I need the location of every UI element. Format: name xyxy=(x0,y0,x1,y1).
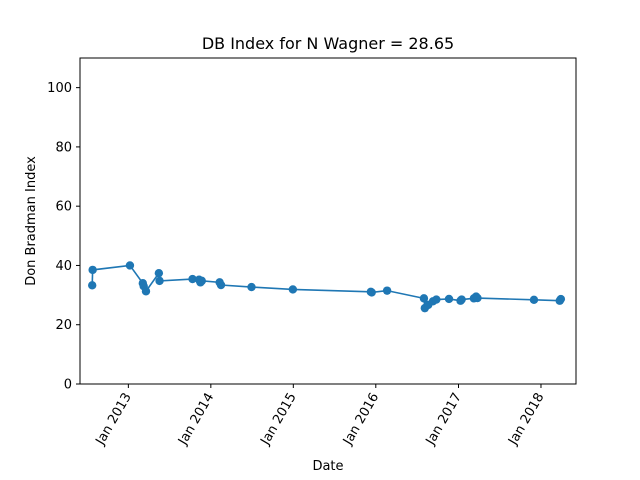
plot-series xyxy=(88,261,566,313)
y-axis-label: Don Bradman Index xyxy=(24,156,39,286)
data-point xyxy=(197,276,206,286)
y-tick-label: 60 xyxy=(55,200,72,215)
data-point xyxy=(154,268,164,278)
data-point xyxy=(88,265,97,275)
data-point xyxy=(88,281,97,290)
data-point xyxy=(367,288,376,297)
x-axis-label: Date xyxy=(312,459,343,474)
data-point xyxy=(216,280,226,290)
axes-frame xyxy=(79,57,577,385)
y-tick-label: 100 xyxy=(47,81,72,96)
data-point xyxy=(125,261,135,270)
y-axis-ticks: 0 20 40 60 80 100 xyxy=(47,81,80,393)
data-point xyxy=(432,295,441,304)
data-point xyxy=(247,282,256,292)
y-tick-label: 0 xyxy=(64,378,72,393)
data-point xyxy=(556,294,566,304)
y-tick-label: 80 xyxy=(55,140,72,155)
y-tick-label: 20 xyxy=(55,318,72,333)
data-point xyxy=(444,294,454,304)
data-point xyxy=(473,293,482,303)
y-tick-label: 40 xyxy=(55,259,72,274)
data-point xyxy=(141,287,151,296)
data-point xyxy=(155,276,164,286)
data-point xyxy=(457,295,466,304)
data-point xyxy=(188,274,197,284)
data-point xyxy=(529,295,539,305)
data-point xyxy=(419,294,429,303)
data-point xyxy=(288,285,298,294)
chart-title: DB Index for N Wagner = 28.65 xyxy=(202,34,454,53)
data-point xyxy=(382,286,392,295)
